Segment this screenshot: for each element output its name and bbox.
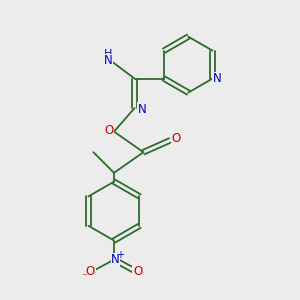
Text: H: H	[104, 49, 112, 58]
Text: N: N	[212, 72, 221, 85]
Text: O: O	[133, 265, 142, 278]
Text: N: N	[104, 54, 112, 68]
Text: ⁻: ⁻	[82, 272, 88, 282]
Text: O: O	[86, 265, 95, 278]
Text: O: O	[171, 133, 181, 146]
Text: N: N	[111, 253, 120, 266]
Text: O: O	[104, 124, 113, 136]
Text: +: +	[116, 250, 124, 260]
Text: N: N	[138, 103, 146, 116]
